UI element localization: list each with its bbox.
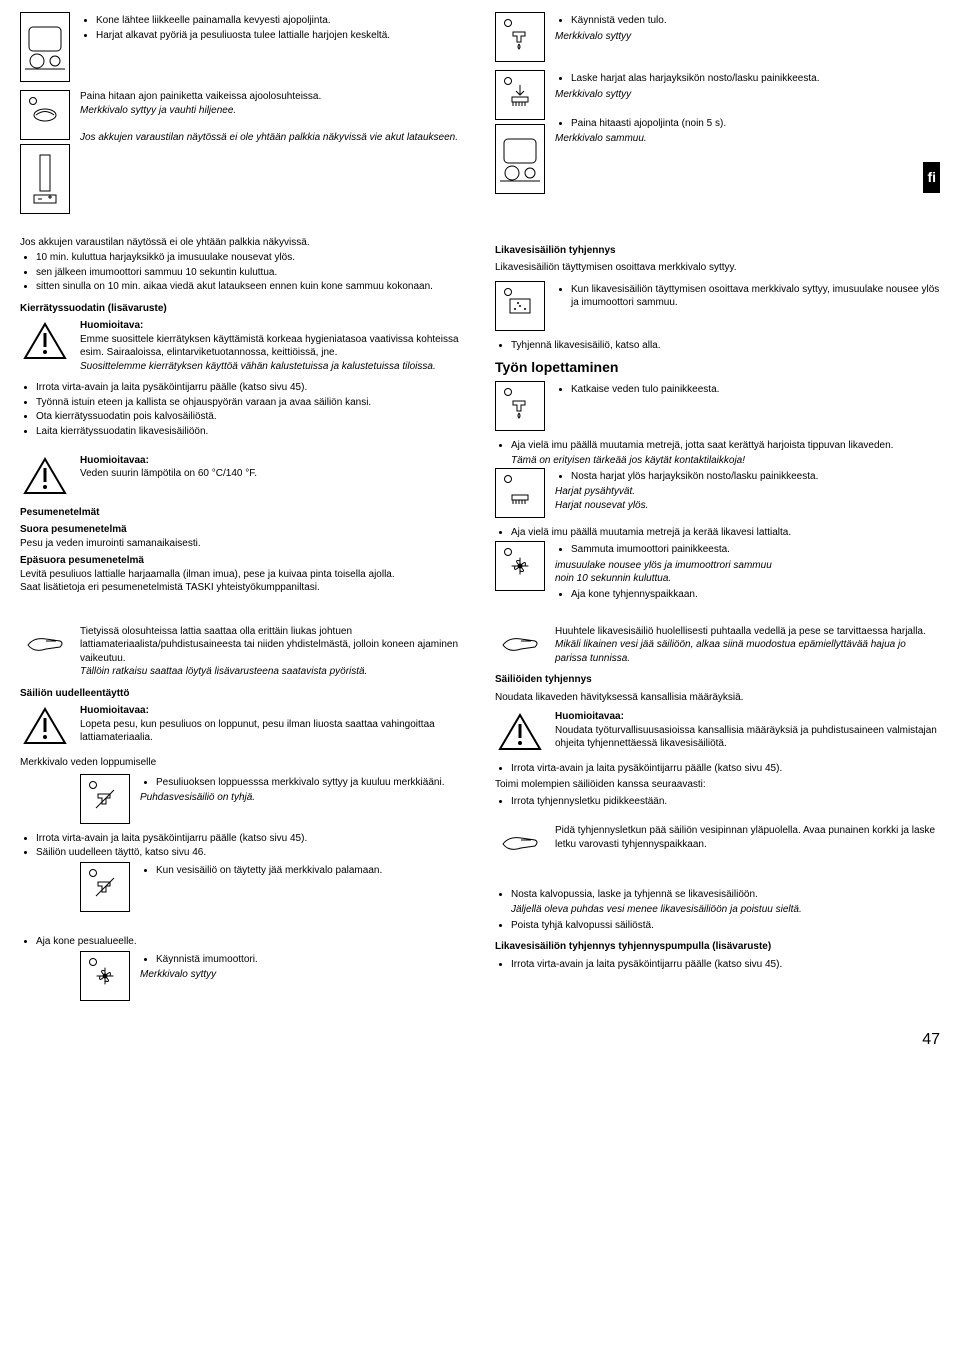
label: Huomioitava:: [80, 320, 143, 331]
text: Tietyissä olosuhteissa lattia saattaa ol…: [80, 625, 465, 666]
text: Sammuta imumoottori painikkeesta.: [571, 543, 940, 557]
text: Harjat alkavat pyöriä ja pesuliuosta tul…: [96, 29, 465, 43]
tap-empty-icon: [80, 862, 130, 912]
text: Paina hitaasti ajopoljinta (noin 5 s).: [571, 117, 940, 131]
page-number: 47: [20, 1029, 940, 1051]
water-tap-icon: [495, 381, 545, 431]
text: Aja kone tyhjennyspaikkaan.: [571, 588, 940, 602]
text: Käynnistä imumoottori.: [156, 953, 465, 967]
heading: Likavesisäiliön tyhjennys: [495, 244, 940, 258]
text: Laske harjat alas harjayksikön nosto/las…: [571, 72, 940, 86]
text: Aja vielä imu päällä muutamia metrejä ja…: [511, 526, 940, 540]
machine-icon: [20, 12, 70, 82]
text: Harjat pysähtyvät.: [555, 485, 940, 499]
battery-icon: [20, 144, 70, 214]
text: Merkkivalo veden loppumiselle: [20, 756, 465, 770]
label: Huomioitavaa:: [555, 711, 624, 722]
text: Huuhtele likavesisäiliö huolellisesti pu…: [555, 625, 940, 639]
text: Puhdasvesisäiliö on tyhjä.: [140, 791, 465, 805]
text: Tyhjennä likavesisäiliö, katso alla.: [511, 339, 940, 353]
warning-icon: [20, 319, 70, 363]
machine-icon: [495, 124, 545, 194]
text: Irrota virta-avain ja laita pysäköintija…: [36, 381, 465, 395]
text: Tämä on erityisen tärkeää jos käytät kon…: [495, 454, 940, 468]
text: Irrota tyhjennysletku pidikkeestään.: [511, 795, 940, 809]
heading: Säiliöiden tyhjennys: [495, 673, 940, 687]
text: Kun likavesisäiliön täyttymisen osoittav…: [571, 283, 940, 310]
text: Likavesisäiliön täyttymisen osoittava me…: [495, 261, 940, 275]
fan-icon: [495, 541, 545, 591]
text: sen jälkeen imumoottori sammuu 10 sekunt…: [36, 266, 465, 280]
brush-up-icon: [495, 468, 545, 518]
text: Jos akkujen varaustilan näytössä ei ole …: [20, 236, 465, 250]
brush-down-icon: [495, 70, 545, 120]
text: Harjat nousevat ylös.: [555, 499, 940, 513]
label: Huomioitavaa:: [80, 705, 149, 716]
text: Pidä tyhjennysletkun pää säiliön vesipin…: [555, 824, 940, 851]
warning-icon: [20, 454, 70, 498]
text: Aja kone pesualueelle.: [36, 935, 465, 949]
text: Mikäli likainen vesi jää säiliöön, alkaa…: [555, 638, 940, 665]
text: Poista tyhjä kalvopussi säiliöstä.: [511, 919, 940, 933]
text: Noudata likaveden hävityksessä kansallis…: [495, 691, 940, 705]
heading: Kierrätyssuodatin (lisävaruste): [20, 302, 465, 316]
heading: Epäsuora pesumenetelmä: [20, 554, 465, 568]
tank-full-icon: [495, 281, 545, 331]
heading: Likavesisäiliön tyhjennys tyhjennyspumpu…: [495, 940, 940, 954]
text: Nosta harjat ylös harjayksikön nosto/las…: [571, 470, 940, 484]
text: Aja vielä imu päällä muutamia metrejä, j…: [511, 439, 940, 453]
language-tab: fi: [923, 162, 940, 193]
text: Merkkivalo syttyy: [555, 30, 940, 44]
text: Merkkivalo sammuu.: [555, 132, 940, 146]
text: Merkkivalo syttyy: [555, 88, 940, 102]
text: Suosittelemme kierrätyksen käyttöä vähän…: [80, 360, 465, 374]
text: Kun vesisäiliö on täytetty jää merkkival…: [156, 864, 465, 878]
text: Lopeta pesu, kun pesuliuos on loppunut, …: [80, 718, 465, 745]
text: Pesu ja veden imurointi samanaikaisesti.: [20, 537, 465, 551]
text: Nosta kalvopussia, laske ja tyhjennä se …: [511, 888, 940, 902]
text: Merkkivalo syttyy ja vauhti hiljenee.: [80, 104, 465, 118]
text: Säiliön uudelleen täyttö, katso sivu 46.: [36, 846, 465, 860]
heading: Suora pesumenetelmä: [20, 523, 465, 537]
hand-point-icon: [495, 625, 545, 665]
text: Irrota virta-avain ja laita pysäköintija…: [511, 762, 940, 776]
heading: Pesumenetelmät: [20, 506, 465, 520]
text: Ota kierrätyssuodatin pois kalvosäiliöst…: [36, 410, 465, 424]
text: Irrota virta-avain ja laita pysäköintija…: [36, 832, 465, 846]
label: Huomioitavaa:: [80, 455, 149, 466]
text: imusuulake nousee ylös ja imumoottrori s…: [555, 559, 940, 573]
text: Veden suurin lämpötila on 60 °C/140 °F.: [80, 467, 465, 481]
text: Käynnistä veden tulo.: [571, 14, 940, 28]
text: Toimi molempien säiliöiden kanssa seuraa…: [495, 778, 940, 792]
text: Jos akkujen varaustilan näytössä ei ole …: [80, 131, 465, 145]
hand-point-icon: [495, 824, 545, 864]
text: Emme suosittele kierrätyksen käyttämistä…: [80, 333, 465, 360]
text: 10 min. kuluttua harjayksikkö ja imusuul…: [36, 251, 465, 265]
warning-icon: [495, 710, 545, 754]
heading: Säiliön uudelleentäyttö: [20, 687, 465, 701]
text: Paina hitaan ajon painiketta vaikeissa a…: [80, 90, 465, 104]
text: Jäljellä oleva puhdas vesi menee likaves…: [495, 903, 940, 917]
text: Tällöin ratkaisu saattaa löytyä lisävaru…: [80, 665, 465, 679]
text: Työnnä istuin eteen ja kallista se ohjau…: [36, 396, 465, 410]
text: Noudata työturvallisuusasioissa kansalli…: [555, 724, 940, 751]
text: Merkkivalo syttyy: [140, 968, 465, 982]
text: Laita kierrätyssuodatin likavesisäiliöön…: [36, 425, 465, 439]
text: sitten sinulla on 10 min. aikaa viedä ak…: [36, 280, 465, 294]
slow-button-icon: [20, 90, 70, 140]
text: Irrota virta-avain ja laita pysäköintija…: [511, 958, 940, 972]
water-tap-icon: [495, 12, 545, 62]
text: Katkaise veden tulo painikkeesta.: [571, 383, 940, 397]
warning-icon: [20, 704, 70, 748]
text: Kone lähtee liikkeelle painamalla kevyes…: [96, 14, 465, 28]
text: Saat lisätietoja eri pesumenetelmistä TA…: [20, 581, 465, 595]
tap-empty-icon: [80, 774, 130, 824]
text: Pesuliuoksen loppuesssa merkkivalo sytty…: [156, 776, 465, 790]
text: noin 10 sekunnin kuluttua.: [555, 572, 940, 586]
fan-icon: [80, 951, 130, 1001]
hand-point-icon: [20, 625, 70, 665]
heading: Työn lopettaminen: [495, 358, 940, 377]
text: Levitä pesuliuos lattialle harjaamalla (…: [20, 568, 465, 582]
